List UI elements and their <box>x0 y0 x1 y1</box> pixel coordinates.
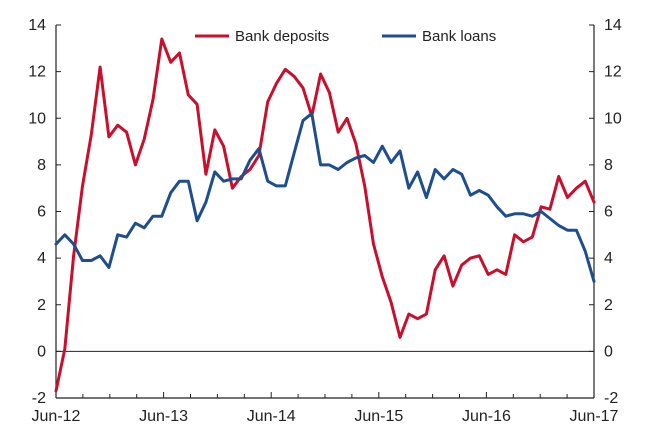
y-tick-label-right: 6 <box>604 204 613 221</box>
x-tick-label: Jun-15 <box>354 408 403 425</box>
y-tick-label-right: 4 <box>604 250 613 267</box>
y-tick-label-left: -2 <box>32 390 46 407</box>
legend-bank-deposits-label: Bank deposits <box>235 28 329 45</box>
axes: -2 -2 0 0 2 2 4 4 6 6 8 8 10 10 12 12 14 14 Jun-12 Jun-13 Ju… <box>28 17 622 425</box>
series-line-bank-deposits <box>54 37 596 393</box>
legend: Bank deposits Bank loans <box>195 28 496 45</box>
legend-bank-loans-label: Bank loans <box>422 28 496 45</box>
x-tick-label: Jun-13 <box>139 408 188 425</box>
y-tick-label-left: 4 <box>37 250 46 267</box>
y-tick-label-left: 0 <box>37 343 46 360</box>
y-tick-label-right: 2 <box>604 297 613 314</box>
y-tick-label-right: 14 <box>604 17 622 34</box>
series-line-bank-loans <box>54 112 596 283</box>
y-tick-label-right: 8 <box>604 157 613 174</box>
y-tick-label-right: 0 <box>604 343 613 360</box>
y-tick-label-left: 2 <box>37 297 46 314</box>
x-tick-label: Jun-12 <box>32 408 81 425</box>
y-tick-label-left: 6 <box>37 204 46 221</box>
x-tick-label: Jun-17 <box>570 408 619 425</box>
y-tick-label-right: 12 <box>604 64 622 81</box>
series-group <box>54 37 596 393</box>
x-tick-label: Jun-16 <box>462 408 511 425</box>
x-tick-label: Jun-14 <box>247 408 296 425</box>
y-tick-label-left: 8 <box>37 157 46 174</box>
y-tick-label-right: -2 <box>604 390 618 407</box>
y-tick-label-left: 14 <box>28 17 46 34</box>
y-tick-label-left: 12 <box>28 64 46 81</box>
y-tick-label-right: 10 <box>604 110 622 127</box>
y-tick-label-left: 10 <box>28 110 46 127</box>
